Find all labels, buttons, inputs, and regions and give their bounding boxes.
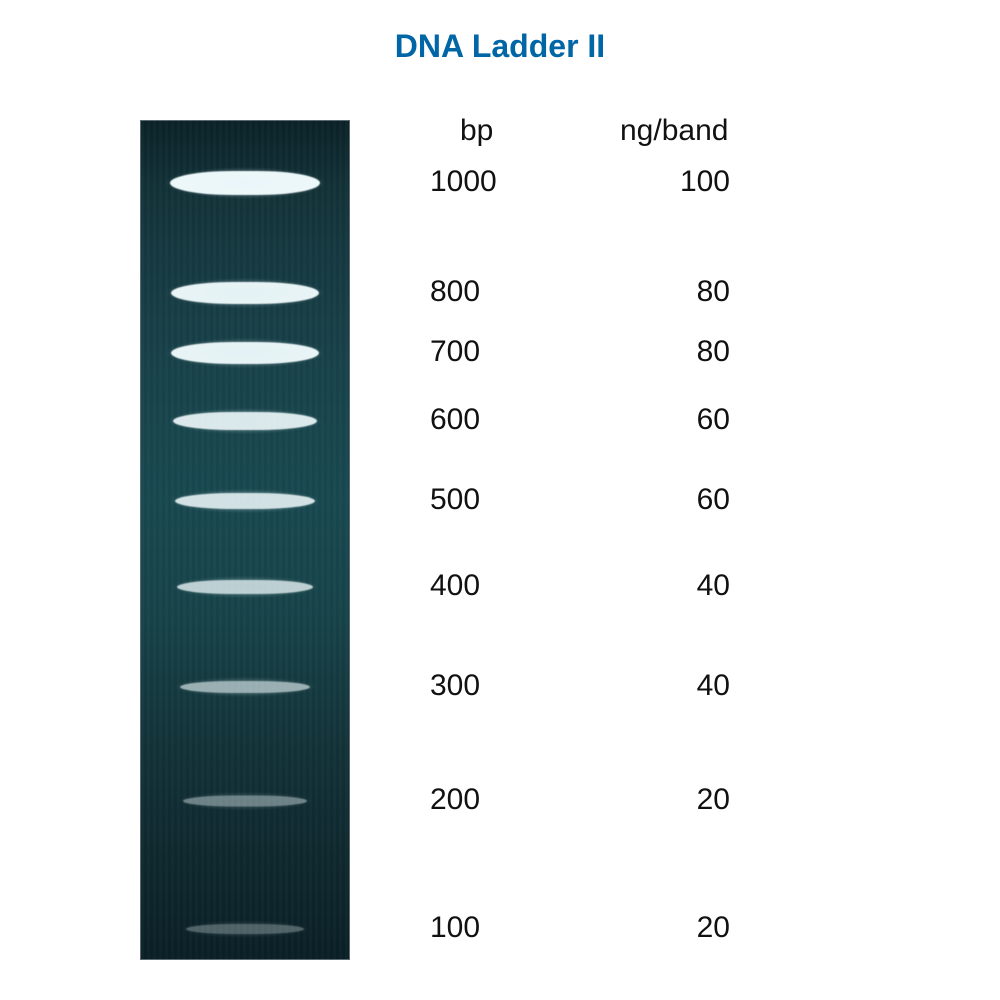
- gel-band: [183, 796, 307, 807]
- bp-label: 800: [430, 275, 550, 309]
- bp-label: 700: [430, 335, 550, 369]
- bp-label: 600: [430, 403, 550, 437]
- ng-label: 80: [640, 335, 730, 369]
- gel-band: [186, 924, 304, 934]
- gel-band: [175, 493, 315, 509]
- ng-label: 60: [640, 483, 730, 517]
- ng-label: 40: [640, 669, 730, 703]
- page-title: DNA Ladder II: [0, 28, 1000, 65]
- gel-band: [171, 282, 319, 304]
- column-header-bp: bp: [460, 114, 493, 148]
- bp-label: 1000: [430, 165, 550, 199]
- gel-lane: [140, 120, 350, 960]
- gel-band: [177, 580, 313, 594]
- bp-label: 300: [430, 669, 550, 703]
- bp-label: 500: [430, 483, 550, 517]
- ng-label: 20: [640, 911, 730, 945]
- ng-label: 60: [640, 403, 730, 437]
- label-columns: bp ng/band 10001008008070080600605006040…: [380, 120, 880, 960]
- gel-band: [173, 412, 317, 430]
- column-header-ng: ng/band: [620, 114, 728, 148]
- gel-band: [171, 342, 319, 364]
- ng-label: 80: [640, 275, 730, 309]
- ng-label: 40: [640, 569, 730, 603]
- bp-label: 100: [430, 911, 550, 945]
- ng-label: 20: [640, 783, 730, 817]
- bp-label: 400: [430, 569, 550, 603]
- bp-label: 200: [430, 783, 550, 817]
- ng-label: 100: [640, 165, 730, 199]
- gel-band: [180, 681, 310, 693]
- gel-band: [170, 171, 320, 195]
